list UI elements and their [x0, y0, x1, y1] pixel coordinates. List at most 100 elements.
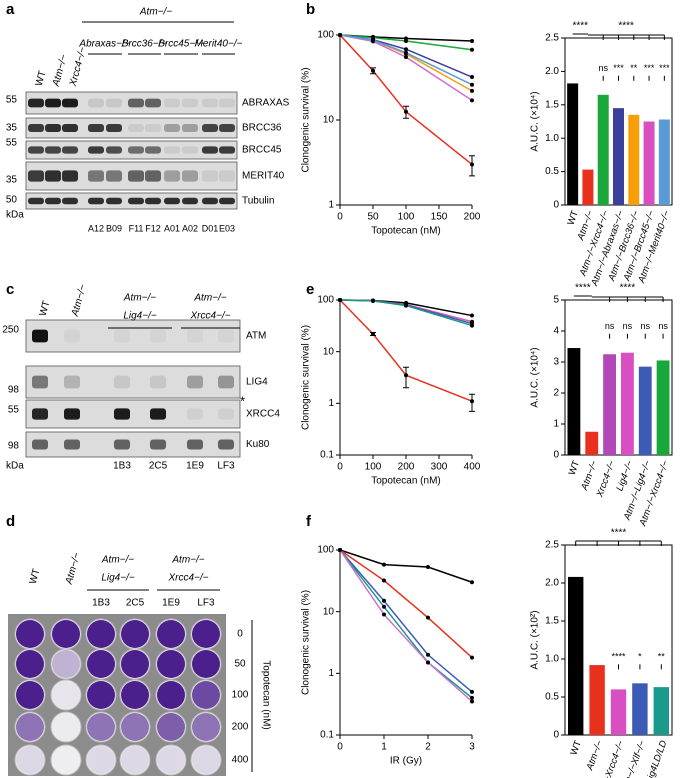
- y-axis-label: Clonogenic survival (%): [301, 590, 312, 695]
- blot-band: [45, 124, 61, 132]
- y-tick-label: 1.0: [545, 133, 559, 144]
- well-stain: [16, 746, 44, 774]
- blot-band: [145, 170, 161, 182]
- point: [426, 615, 430, 620]
- y-tick-label: 1.5: [545, 616, 559, 627]
- panel-letter: b: [306, 1, 315, 18]
- well-stain: [157, 746, 185, 774]
- clone-label: 1E9: [186, 461, 204, 472]
- well-stain: [121, 713, 149, 741]
- x-tick-label: 2: [425, 742, 431, 753]
- well-stain: [121, 650, 149, 678]
- blot-band: [45, 197, 61, 205]
- y-tick-label: 0.5: [545, 692, 559, 703]
- blot-band: [128, 98, 144, 108]
- header: Atm−/−: [139, 7, 172, 18]
- blot-band: [219, 124, 235, 132]
- significance: ns: [605, 321, 615, 331]
- well-stain: [16, 681, 44, 709]
- lane-label: WT: [34, 70, 49, 88]
- bar: [567, 576, 584, 735]
- blot-band: [62, 146, 78, 154]
- kda-marker: 35: [6, 123, 18, 134]
- kda-marker: 98: [8, 441, 20, 452]
- blot-band: [150, 329, 166, 343]
- blot-band: [145, 124, 161, 132]
- clone-label: A01: [164, 223, 180, 233]
- x-axis-label: Topotecan (nM): [371, 226, 440, 237]
- blot-band: [128, 124, 144, 132]
- blot-band: [182, 146, 198, 154]
- well-stain: [87, 746, 115, 774]
- point: [470, 75, 474, 80]
- panel-letter: f: [306, 513, 312, 530]
- panel-letter: d: [6, 513, 15, 530]
- lane-label: Atm−/−: [64, 551, 83, 586]
- significance: ****: [575, 283, 591, 294]
- kda-marker: 250: [2, 325, 19, 336]
- header: Atm−/−: [123, 293, 156, 304]
- y-axis-label: A.U.C. (×10²): [530, 610, 541, 669]
- x-tick-label: 1: [381, 742, 387, 753]
- point: [470, 655, 474, 660]
- blot-band: [88, 146, 104, 154]
- blot-band: [62, 197, 78, 205]
- bar: [585, 431, 599, 455]
- blot-band: [62, 98, 78, 108]
- clone-label: A12: [88, 223, 104, 233]
- blot-band: [187, 329, 203, 343]
- lane-label: Atm−/−: [51, 53, 70, 88]
- clone-label: F11: [129, 223, 144, 233]
- y-tick-label: 2.5: [545, 33, 559, 44]
- significance: ****: [611, 528, 627, 539]
- blot-band: [32, 375, 48, 389]
- significance: ***: [659, 63, 670, 73]
- error-bar: [403, 366, 409, 389]
- well-stain: [87, 650, 115, 678]
- blot-band: [219, 146, 235, 154]
- y-tick-label: 0: [553, 450, 559, 461]
- point: [338, 33, 342, 37]
- well-stain: [121, 681, 149, 709]
- point: [426, 660, 430, 665]
- y-tick-label: 0.1: [320, 450, 334, 461]
- y-axis-label: Clonogenic survival (%): [301, 325, 312, 430]
- blot-band: [187, 439, 203, 450]
- bar: [658, 119, 670, 205]
- protein-label: BRCC36: [242, 123, 282, 134]
- protein-label: BRCC45: [242, 145, 282, 156]
- blot-band: [106, 197, 122, 205]
- bar: [603, 354, 617, 455]
- blot-band: [128, 197, 144, 205]
- well: [155, 744, 187, 776]
- well-stain: [121, 746, 149, 774]
- blot-band: [218, 329, 234, 343]
- kda-marker: 35: [6, 175, 18, 186]
- series-line: [339, 299, 473, 327]
- blot-band: [45, 146, 61, 154]
- subheader: Xrcc4−/−: [167, 573, 208, 584]
- point: [371, 298, 375, 303]
- blot-band: [218, 408, 234, 420]
- well-stain: [16, 620, 44, 648]
- kda-marker: 55: [6, 138, 18, 149]
- y-tick-label: 10: [323, 346, 335, 357]
- significance: ****: [620, 283, 636, 294]
- clone-label: 1E9: [162, 598, 180, 609]
- significance: ***: [613, 63, 624, 73]
- series-line: [339, 34, 473, 86]
- blot-band: [28, 197, 44, 205]
- dose-label: 200: [232, 722, 249, 733]
- series-line: [339, 549, 473, 703]
- bar: [620, 352, 634, 455]
- panel-letter: e: [306, 281, 314, 298]
- x-tick-label: 200: [464, 212, 481, 223]
- dose-label: 0: [237, 629, 243, 640]
- x-tick-label: WT: [565, 209, 580, 227]
- kda-label: kDa: [6, 210, 24, 221]
- point: [470, 699, 474, 704]
- well-stain: [87, 620, 115, 648]
- y-tick-label: 10: [323, 606, 335, 617]
- x-tick-label: 50: [367, 212, 379, 223]
- protein-label: ABRAXAS: [242, 98, 290, 109]
